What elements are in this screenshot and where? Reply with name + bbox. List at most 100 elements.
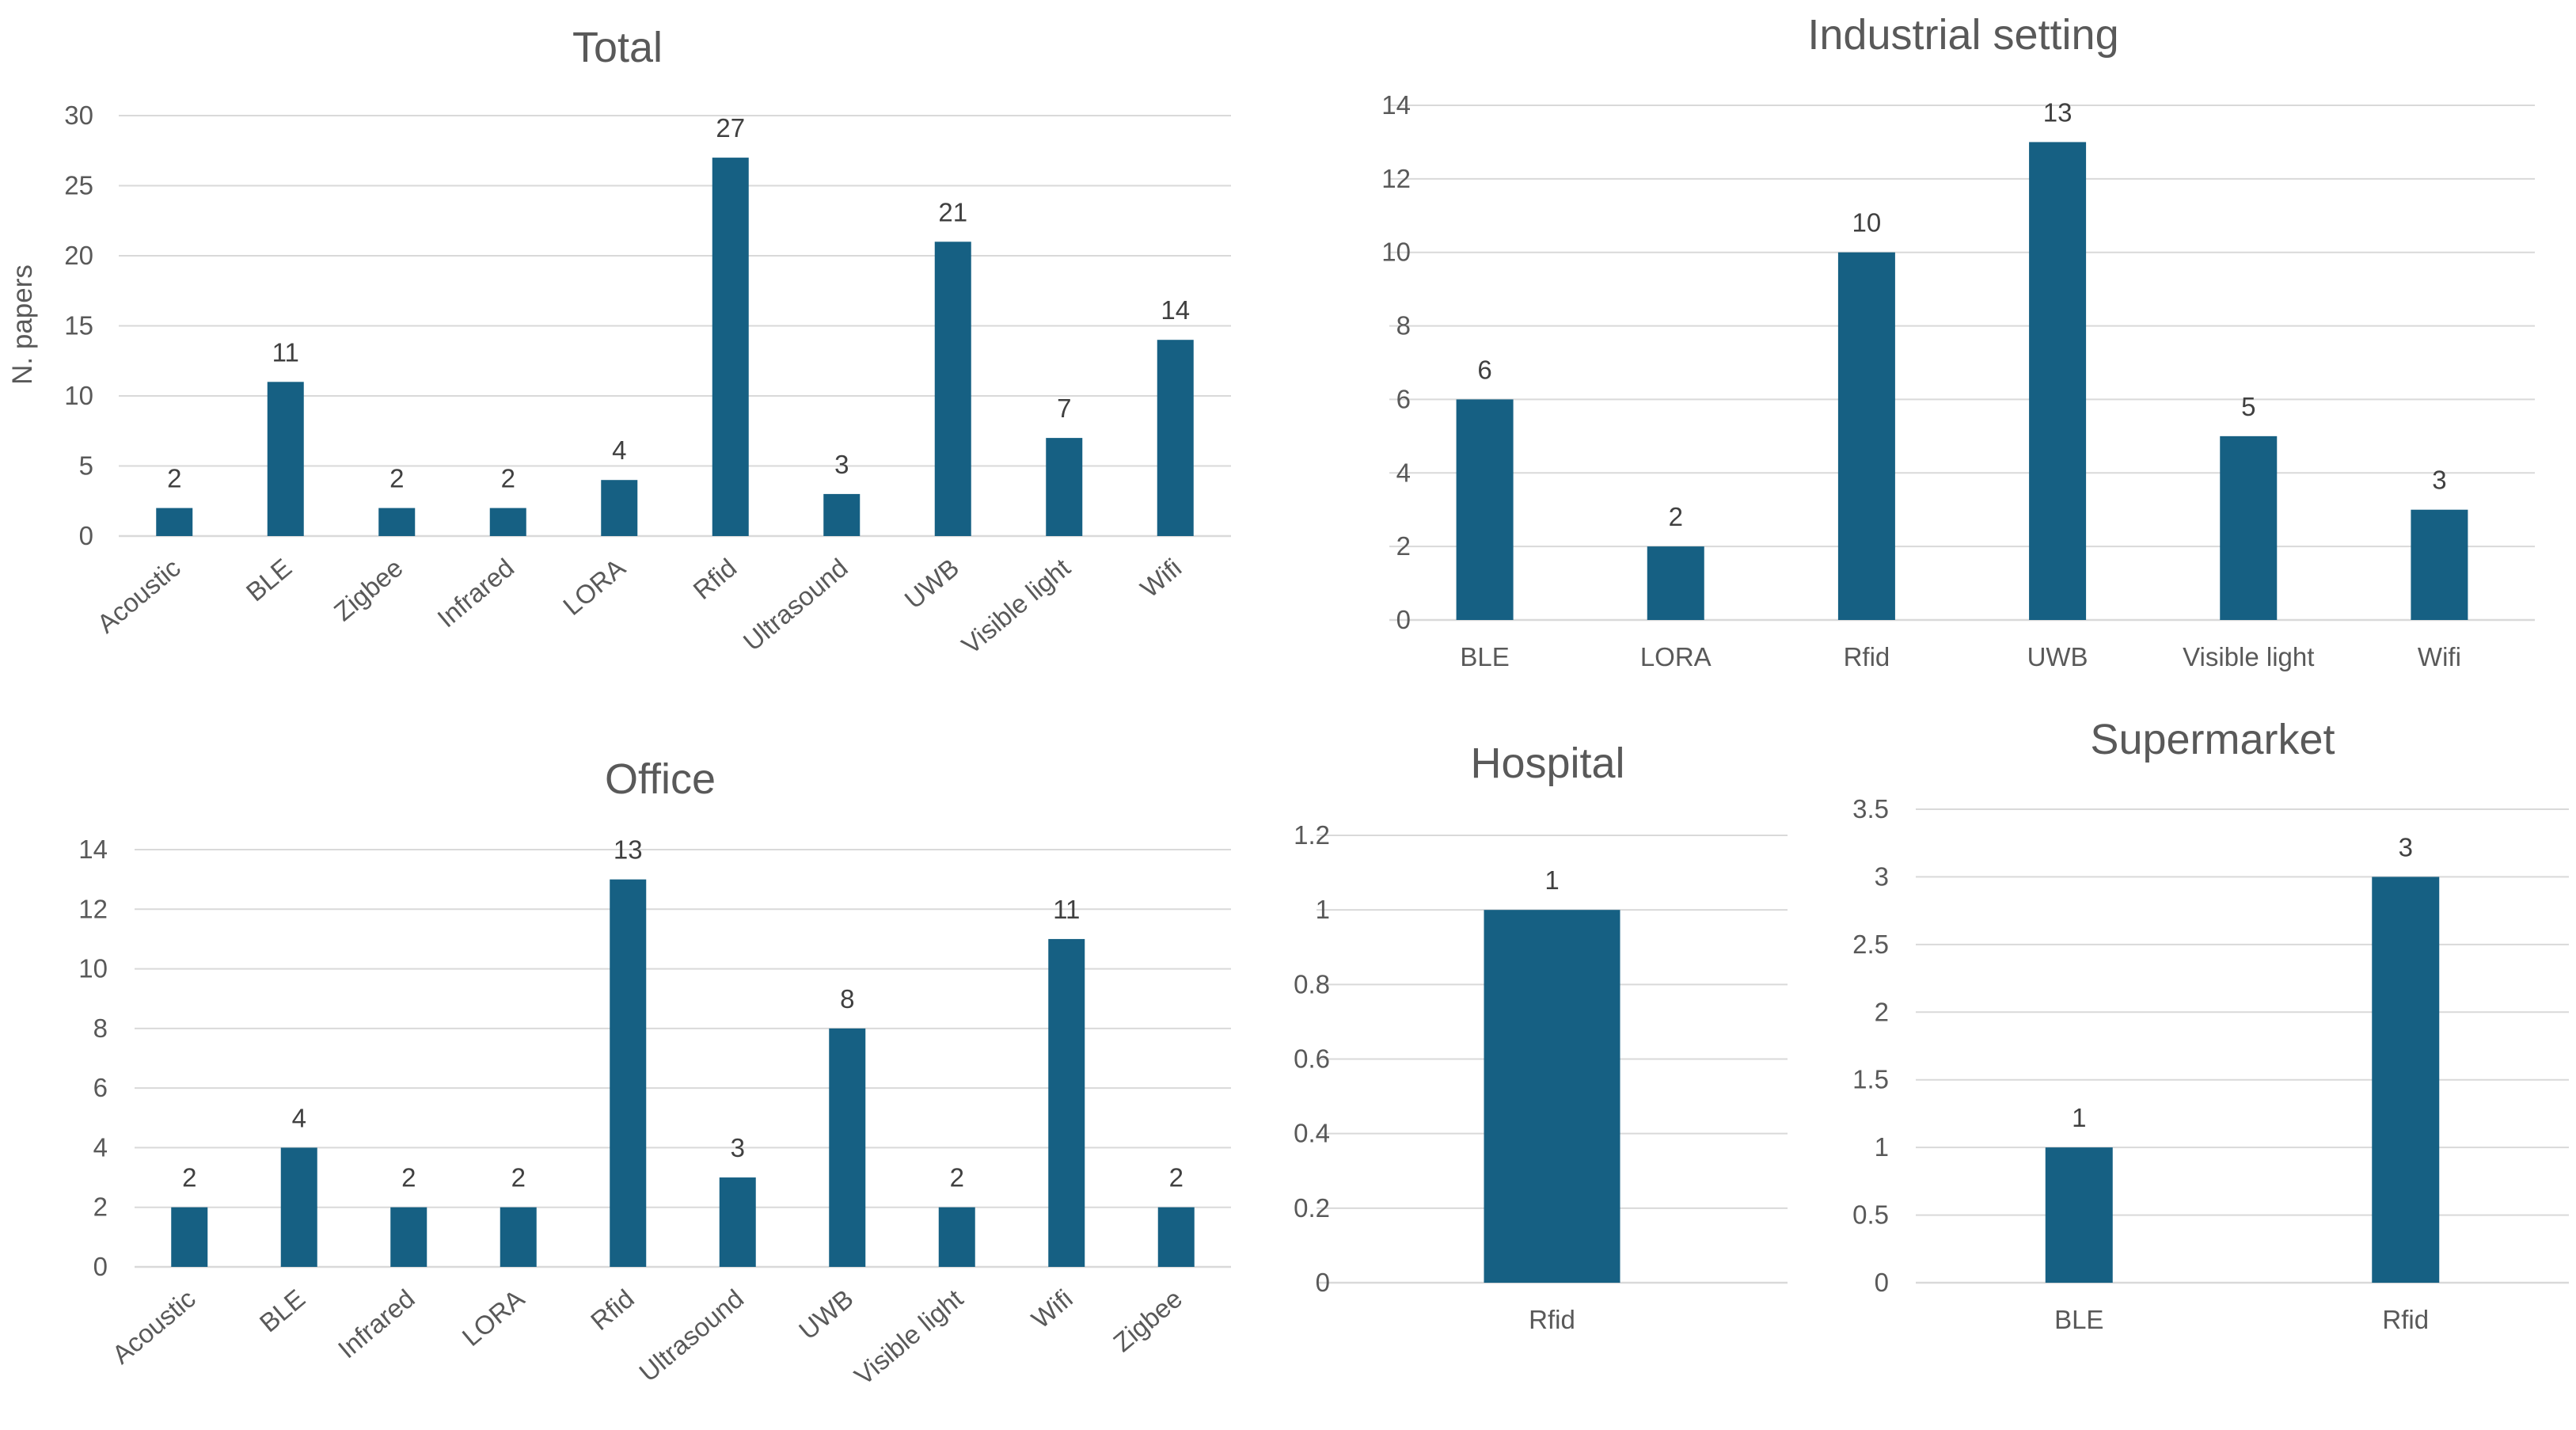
total-data-label-visible-light: 7	[1057, 394, 1071, 423]
total-data-label-uwb: 21	[938, 197, 967, 226]
total-bar-lora	[601, 480, 638, 536]
office-bar-visible-light	[938, 1207, 975, 1267]
total-y-tick-label: 30	[64, 101, 93, 130]
industrial-category-label-rfid: Rfid	[1844, 642, 1890, 671]
office-bar-infrared	[390, 1207, 427, 1267]
total-category-label-infrared: Infrared	[431, 553, 519, 633]
office-bar-wifi	[1048, 938, 1085, 1267]
total-data-label-acoustic: 2	[167, 464, 181, 493]
supermarket-y-tick-label: 1	[1875, 1132, 1889, 1162]
supermarket-bar-ble	[2045, 1147, 2113, 1283]
office-category-label-ble: BLE	[254, 1284, 311, 1337]
office-bar-ultrasound	[719, 1177, 756, 1267]
industrial-y-tick-label: 14	[1381, 90, 1411, 120]
total-bar-wifi	[1157, 340, 1194, 536]
industrial-y-tick-label: 0	[1396, 605, 1411, 634]
office-data-label-ultrasound: 3	[731, 1133, 745, 1162]
office-bar-acoustic	[171, 1207, 208, 1267]
office-y-tick-label: 4	[93, 1132, 108, 1162]
hospital-y-tick-label: 1.2	[1294, 820, 1330, 850]
office-data-label-uwb: 8	[840, 984, 854, 1014]
supermarket-y-tick-label: 2.5	[1852, 930, 1889, 959]
total-category-label-acoustic: Acoustic	[91, 553, 185, 639]
industrial-category-label-uwb: UWB	[2027, 642, 2088, 671]
total-y-axis-label: N. papers	[7, 264, 38, 385]
office-category-label-infrared: Infrared	[332, 1284, 420, 1363]
supermarket-data-label-rfid: 3	[2399, 832, 2413, 861]
office-chart-title: Office	[605, 755, 716, 803]
office-category-label-ultrasound: Ultrasound	[633, 1284, 749, 1387]
office-y-tick-label: 12	[78, 894, 108, 923]
total-category-label-wifi: Wifi	[1134, 553, 1187, 603]
office-category-label-visible-light: Visible light	[849, 1284, 968, 1390]
total-category-label-rfid: Rfid	[688, 553, 743, 605]
supermarket-y-tick-label: 0	[1875, 1268, 1889, 1297]
supermarket-y-tick-label: 3.5	[1852, 794, 1889, 823]
supermarket-y-tick-label: 1.5	[1852, 1065, 1889, 1094]
total-data-label-lora: 4	[612, 435, 626, 465]
office-category-label-zigbee: Zigbee	[1108, 1284, 1187, 1357]
supermarket-category-label-rfid: Rfid	[2382, 1305, 2429, 1334]
hospital-chart-title: Hospital	[1470, 740, 1624, 787]
office-category-label-wifi: Wifi	[1026, 1284, 1078, 1334]
total-category-label-zigbee: Zigbee	[329, 553, 408, 626]
total-category-label-uwb: UWB	[899, 553, 964, 614]
total-data-label-zigbee: 2	[389, 464, 404, 493]
office-data-label-visible-light: 2	[950, 1163, 964, 1192]
industrial-bar-ble	[1456, 399, 1514, 620]
industrial-data-label-rfid: 10	[1852, 208, 1882, 238]
total-data-label-wifi: 14	[1161, 295, 1190, 325]
hospital-y-tick-label: 1	[1316, 895, 1330, 924]
industrial-data-label-wifi: 3	[2432, 466, 2446, 495]
office-bar-ble	[280, 1147, 317, 1267]
total-data-label-rfid: 27	[716, 113, 745, 143]
total-bar-rfid	[712, 158, 749, 536]
hospital-y-tick-label: 0	[1316, 1268, 1330, 1297]
industrial-bar-uwb	[2029, 142, 2087, 620]
supermarket-category-label-ble: BLE	[2054, 1305, 2103, 1334]
industrial-data-label-lora: 2	[1669, 502, 1683, 531]
industrial-bar-wifi	[2411, 509, 2468, 620]
hospital-category-label-rfid: Rfid	[1529, 1305, 1575, 1334]
total-bar-visible-light	[1046, 438, 1083, 536]
industrial-y-tick-label: 10	[1381, 238, 1411, 267]
industrial-y-tick-label: 12	[1381, 164, 1411, 193]
office-data-label-rfid: 13	[614, 835, 643, 865]
industrial-bar-lora	[1647, 546, 1704, 620]
office-data-label-ble: 4	[292, 1103, 306, 1132]
industrial-bar-visible-light	[2220, 435, 2278, 620]
total-y-tick-label: 5	[79, 451, 93, 481]
office-bar-rfid	[610, 879, 647, 1267]
office-data-label-acoustic: 2	[182, 1163, 196, 1192]
office-bar-uwb	[829, 1028, 866, 1267]
total-category-label-visible-light: Visible light	[956, 553, 1076, 660]
industrial-data-label-uwb: 13	[2043, 97, 2073, 127]
industrial-data-label-visible-light: 5	[2241, 392, 2255, 421]
industrial-bar-rfid	[1837, 252, 1895, 620]
industrial-chart-title: Industrial setting	[1807, 11, 2118, 59]
office-category-label-rfid: Rfid	[585, 1284, 640, 1336]
office-data-label-infrared: 2	[401, 1163, 416, 1192]
total-y-tick-label: 0	[79, 521, 93, 550]
hospital-y-tick-label: 0.2	[1294, 1193, 1330, 1223]
office-category-label-acoustic: Acoustic	[106, 1284, 200, 1370]
total-bar-zigbee	[378, 508, 416, 536]
total-data-label-infrared: 2	[501, 464, 515, 493]
industrial-y-tick-label: 2	[1396, 531, 1411, 561]
supermarket-y-tick-label: 3	[1875, 861, 1889, 891]
total-y-tick-label: 20	[64, 241, 93, 270]
supermarket-chart-title: Supermarket	[2090, 716, 2335, 763]
supermarket-y-tick-label: 0.5	[1852, 1200, 1889, 1230]
office-bar-lora	[500, 1207, 537, 1267]
industrial-y-tick-label: 8	[1396, 311, 1411, 340]
industrial-y-tick-label: 6	[1396, 384, 1411, 413]
office-bar-zigbee	[1157, 1207, 1195, 1267]
office-data-label-lora: 2	[511, 1163, 526, 1192]
total-y-tick-label: 10	[64, 381, 93, 410]
office-data-label-zigbee: 2	[1169, 1163, 1184, 1192]
hospital-bar-rfid	[1484, 910, 1620, 1283]
total-category-label-ultrasound: Ultrasound	[738, 553, 853, 656]
total-category-label-ble: BLE	[241, 553, 298, 607]
total-bar-acoustic	[156, 508, 193, 536]
